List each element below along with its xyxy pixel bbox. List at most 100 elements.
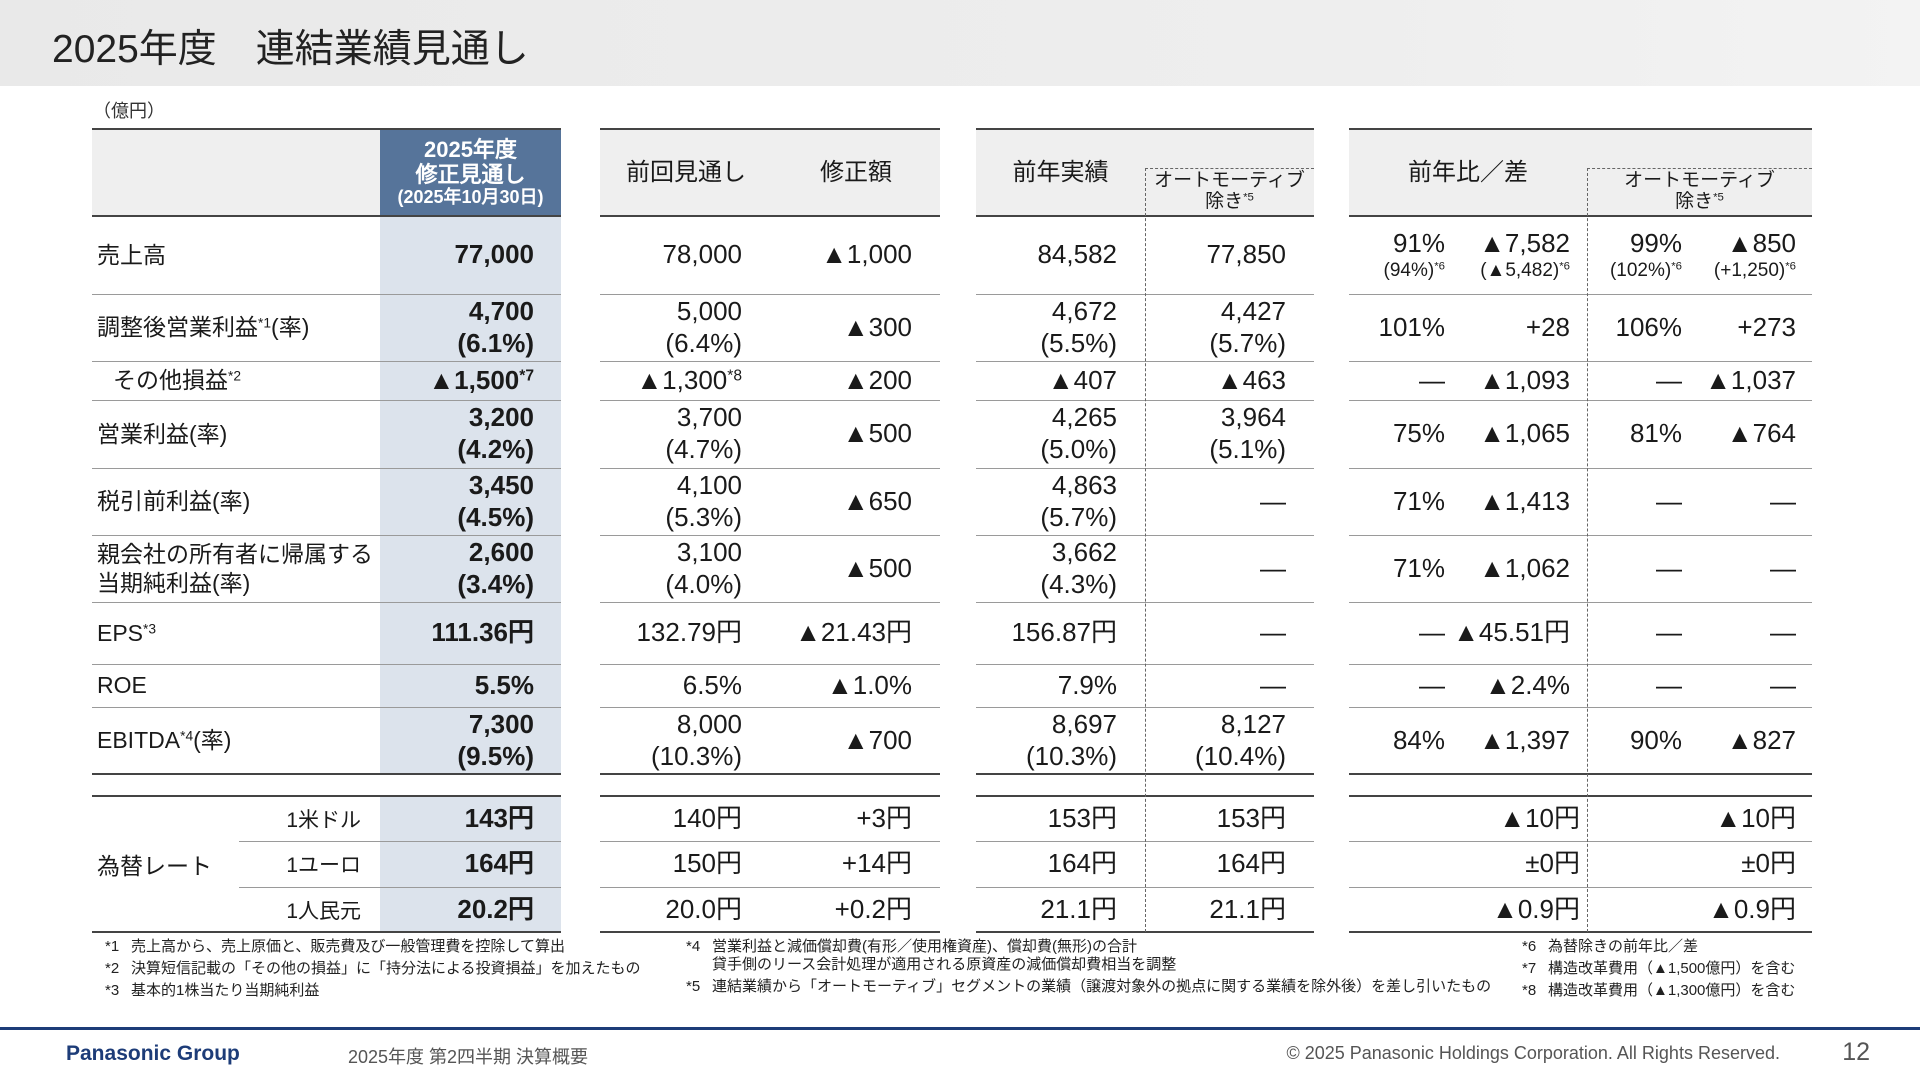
text-line: ―	[1656, 670, 1682, 702]
slide-title: 2025年度 連結業績見通し	[52, 28, 529, 71]
text: ▲1,413	[1479, 485, 1570, 516]
text-line: ±0円	[1741, 848, 1796, 880]
text-line: 164円	[465, 848, 534, 880]
table-cell: 84,582	[877, 216, 1117, 294]
text: (5.7%)	[1040, 501, 1117, 532]
text-line: ―	[1770, 486, 1796, 518]
text: ▲1.0%	[827, 669, 912, 700]
table-cell: +0.2円	[672, 887, 912, 932]
text: 21.1円	[1209, 893, 1286, 924]
table-cell: 111.36円	[294, 602, 534, 664]
footer-subtitle: 2025年度 第2四半期 決算概要	[348, 1047, 589, 1067]
footnote-mark: *7	[1522, 960, 1537, 977]
table-cell: 81%	[1442, 400, 1682, 468]
dashed-rule	[1145, 168, 1146, 932]
rule	[600, 707, 940, 708]
text: 153円	[1047, 802, 1117, 833]
dashed-rule	[1587, 168, 1588, 932]
footnote-mark: *2	[105, 960, 120, 977]
text: 71%	[1392, 552, 1445, 583]
text: (5.5%)	[1040, 327, 1117, 358]
text-line: ▲200	[843, 365, 912, 397]
text: (10.3%)	[1025, 740, 1117, 771]
text: ▲1,397	[1479, 724, 1570, 755]
text: (4.0%)	[665, 568, 742, 599]
footnote-mark: *5	[686, 978, 701, 995]
rule	[600, 795, 940, 797]
header-bg	[1349, 129, 1812, 216]
text: 3,100	[676, 536, 742, 567]
footnote-body: 営業利益と減価償却費(有形／使用権資産)、償却費(無形)の合計 貸手側のリース会計…	[712, 938, 1176, 974]
column-header: 修正額	[772, 129, 940, 216]
rule	[976, 931, 1314, 933]
text: ▲7,582	[1479, 227, 1570, 258]
footer-brand: Panasonic Group	[66, 1042, 240, 1065]
rule	[1349, 128, 1812, 130]
table-cell: ―	[1046, 535, 1286, 602]
text-line: ▲500	[843, 418, 912, 450]
fx-currency: 1米ドル	[240, 796, 361, 841]
text-line: 修正額	[820, 158, 892, 187]
rule	[1349, 931, 1812, 933]
text: ▲1,065	[1479, 418, 1570, 449]
text: (5.3%)	[665, 501, 742, 532]
superscript: *6	[1559, 261, 1570, 273]
superscript: *8	[727, 367, 742, 385]
table-cell: ▲1,300*8	[502, 361, 742, 400]
text-line: (5.5%)	[1040, 328, 1117, 360]
rule	[1349, 535, 1812, 536]
text-line: ―	[1419, 617, 1445, 649]
table-cell: ―	[1556, 468, 1796, 535]
text-line: 4,700	[469, 296, 534, 328]
text: ―	[1656, 617, 1682, 648]
text: 84%	[1392, 724, 1445, 755]
text-line: ▲1,500*7	[428, 365, 534, 397]
text: 140円	[672, 802, 742, 833]
text: 111.36円	[431, 617, 534, 648]
text-line: ▲7,582	[1479, 228, 1570, 260]
rule	[92, 361, 561, 362]
text: ▲200	[842, 364, 912, 395]
text-line: オートモーティブ	[1154, 170, 1305, 192]
table-cell: 78,000	[502, 216, 742, 294]
text-line: ―	[1260, 670, 1286, 702]
row-label: 親会社の所有者に帰属する 当期純利益(率)	[97, 535, 377, 602]
text: 7.9%	[1057, 669, 1117, 700]
footnote: *7 構造改革費用（▲1,500億円）を含む	[1522, 960, 1920, 978]
table-cell: 4,427 (5.7%)	[1046, 294, 1286, 361]
text-line: EBITDA*4(率)	[97, 726, 231, 755]
text-line: (10.3%)	[651, 741, 742, 773]
text-line: 8,697	[1052, 709, 1117, 741]
text-line: 営業利益(率)	[97, 420, 227, 449]
text-line: 除き*5	[1205, 191, 1254, 213]
text: ―	[1770, 552, 1796, 583]
text: ―	[1260, 485, 1286, 516]
table-cell: ▲1,397	[1330, 707, 1570, 774]
table-cell: ▲45.51円	[1330, 602, 1570, 664]
text-line: 4,100	[677, 470, 742, 502]
table-cell: ―	[1046, 468, 1286, 535]
text: 除き	[1205, 191, 1244, 212]
table-cell: ▲500	[672, 400, 912, 468]
footnote-line: 貸手側のリース会計処理が適用される原資産の減価償却費相当を調整	[712, 956, 1177, 973]
text: 前年実績	[1012, 158, 1109, 186]
text-line: (4.5%)	[457, 502, 534, 534]
text: (5.1%)	[1209, 434, 1286, 464]
table-cell: 2,600 (3.4%)	[294, 535, 534, 602]
table-cell: 7,300 (9.5%)	[294, 707, 534, 774]
text-line: ▲1,300*8	[636, 365, 742, 397]
text-line: ▲10円	[1715, 803, 1796, 835]
text-line: ▲10円	[1499, 803, 1580, 835]
text: 84,582	[1037, 239, 1117, 270]
table-cell: ▲7,582 (▲5,482)*6	[1330, 216, 1570, 294]
table-cell: 8,127 (10.4%)	[1046, 707, 1286, 774]
row-label: EBITDA*4(率)	[97, 707, 377, 774]
text-line: (102%)*6	[1610, 259, 1682, 282]
text-line: ▲850	[1727, 228, 1796, 260]
table-cell: ―	[1442, 361, 1682, 400]
table-cell: 71%	[1205, 535, 1445, 602]
text-line: 4,265	[1052, 402, 1117, 434]
text-line: 5,000	[677, 296, 742, 328]
text: ▲500	[842, 552, 912, 583]
table-cell: 140円	[502, 796, 742, 841]
